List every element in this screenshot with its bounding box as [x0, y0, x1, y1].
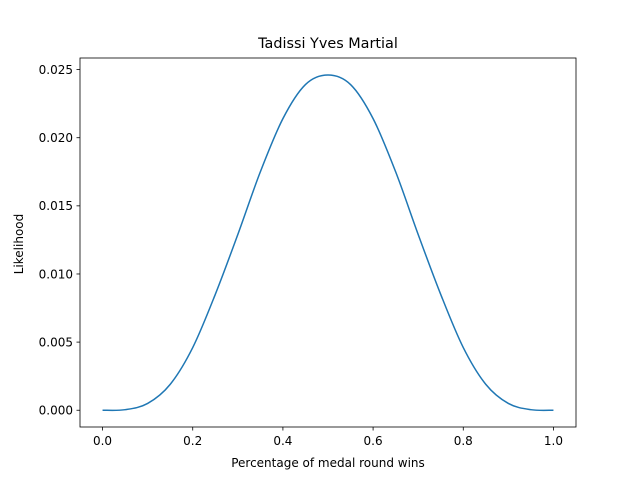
x-tick-label: 0.2	[183, 434, 202, 448]
x-tick-label: 0.8	[454, 434, 473, 448]
axes-frame	[79, 57, 577, 428]
series-line-0	[102, 74, 554, 412]
x-tick-label: 0.6	[364, 434, 383, 448]
x-tick-label: 1.0	[544, 434, 563, 448]
y-tick-label: 0.005	[39, 335, 73, 349]
x-tick-label: 0.0	[93, 434, 112, 448]
axes: 0.0 0.2 0.4 0.6 0.8 1.0 0.000 0.005 0.010 0.015 0.…	[39, 57, 577, 448]
chart-title: Tadissi Yves Martial	[257, 36, 398, 52]
y-tick-label: 0.010	[39, 267, 73, 281]
x-tick-label: 0.4	[273, 434, 292, 448]
y-tick-label: 0.015	[39, 199, 73, 213]
x-axis-label: Percentage of medal round wins	[231, 456, 425, 470]
y-tick-label: 0.025	[39, 63, 73, 77]
plot-area	[102, 74, 554, 412]
y-tick-label: 0.000	[39, 404, 73, 418]
y-axis-label: Likelihood	[12, 214, 26, 275]
y-tick-label: 0.020	[39, 131, 73, 145]
